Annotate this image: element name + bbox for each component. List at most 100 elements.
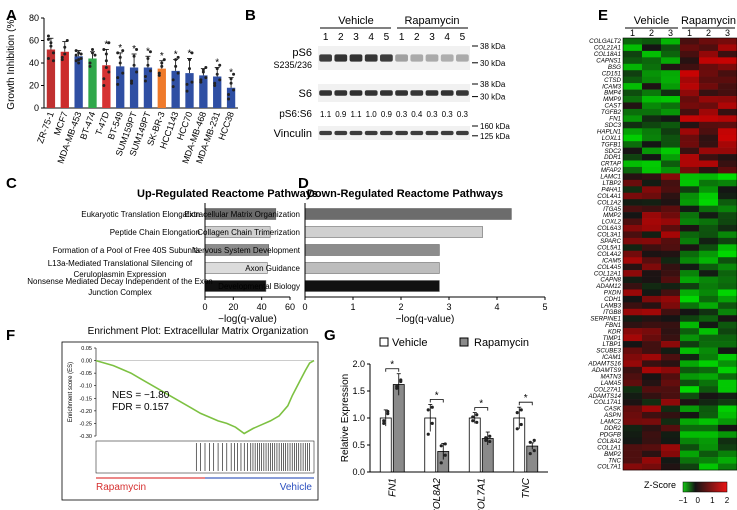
- e-heatmap-cell: [718, 444, 737, 451]
- g-data-point: [519, 422, 523, 427]
- e-heatmap-cell: [718, 379, 737, 387]
- e-heatmap-cell: [718, 121, 737, 129]
- d-category-label: Extracellular Matrix Organization: [184, 210, 300, 219]
- e-gene-label: COL17A1: [594, 399, 621, 406]
- e-gene-label: PXDN: [604, 290, 622, 297]
- e-heatmap-cell: [642, 96, 662, 103]
- b-marker-label: 38 kDa: [480, 42, 506, 51]
- a-bar: [226, 87, 236, 108]
- e-heatmap-cell: [661, 457, 681, 464]
- b-row-label: pS6: [292, 47, 312, 59]
- e-heatmap-cell: [718, 405, 737, 413]
- e-heatmap-cell: [642, 437, 662, 445]
- g-data-point: [430, 405, 434, 409]
- e-heatmap-cell: [718, 179, 737, 187]
- e-gene-label: COL12A1: [594, 270, 621, 277]
- e-heatmap-cell: [661, 192, 681, 200]
- e-heatmap-cell: [699, 289, 719, 297]
- e-heatmap-cell: [680, 134, 700, 142]
- e-heatmap-cell: [718, 341, 737, 348]
- g-legend-swatch-rapamycin: [459, 337, 469, 347]
- e-heatmap-cell: [680, 386, 700, 393]
- e-heatmap-cell: [718, 399, 737, 406]
- f-plot-frame: [61, 341, 319, 501]
- g-data-point: [515, 411, 519, 415]
- g-data-point: [439, 444, 443, 448]
- e-heatmap-cell: [718, 218, 737, 226]
- e-heatmap-cell: [623, 334, 643, 342]
- e-heatmap-cell: [680, 353, 700, 361]
- e-gene-label: CD151: [602, 70, 621, 77]
- e-heatmap-cell: [718, 328, 737, 335]
- d-bar: [304, 280, 440, 292]
- b-band: [349, 130, 363, 136]
- e-heatmap-cell: [623, 83, 643, 90]
- e-heatmap-cell: [661, 166, 681, 174]
- e-heatmap-cell: [661, 108, 681, 116]
- e-heatmap-cell: [642, 160, 662, 168]
- b-lane-number: 2: [414, 32, 420, 43]
- e-heatmap-cell: [623, 205, 643, 213]
- e-heatmap-cell: [661, 263, 681, 271]
- e-heatmap-cell: [718, 96, 737, 103]
- d-x-axis-label: −log(q-value): [396, 314, 455, 325]
- e-heatmap-cell: [623, 295, 643, 303]
- b-row-label: Vinculin: [274, 128, 312, 140]
- e-heatmap-cell: [623, 128, 643, 136]
- e-heatmap-cell: [718, 70, 737, 77]
- g-category-label: COL7A1: [476, 478, 487, 510]
- a-data-point: [143, 79, 147, 83]
- e-heatmap-cell: [699, 244, 719, 252]
- e-heatmap-cell: [661, 334, 681, 342]
- e-heatmap-cell: [699, 405, 719, 413]
- e-heatmap-cell: [661, 57, 681, 65]
- e-gene-label: LAMA5: [601, 380, 622, 387]
- e-heatmap-cell: [623, 44, 643, 52]
- a-data-point: [104, 52, 108, 56]
- b-band: [380, 90, 393, 96]
- e-heatmap-cell: [661, 154, 681, 161]
- a-y-tick-label: 0: [34, 103, 39, 113]
- e-heatmap-cell: [623, 379, 643, 387]
- e-heatmap-cell: [699, 424, 719, 432]
- e-gene-label: CAST: [604, 103, 622, 110]
- g-y-axis-label: Relative Expression: [340, 374, 351, 462]
- a-bar: [199, 75, 208, 108]
- c-title: Up-Regulated Reactome Pathways: [137, 188, 318, 200]
- e-heatmap-cell: [718, 57, 737, 65]
- e-heatmap-cell: [642, 102, 662, 110]
- e-heatmap-cell: [661, 121, 681, 129]
- b-band: [380, 54, 393, 62]
- e-heatmap-cell: [642, 179, 662, 187]
- e-heatmap-cell: [642, 424, 662, 432]
- c-x-tick-label: 20: [228, 302, 238, 312]
- e-heatmap-cell: [623, 257, 643, 264]
- e-gene-label: ICAM1: [602, 354, 621, 361]
- e-gene-label: LTBP2: [603, 180, 622, 187]
- panel-letter-f: F: [6, 327, 15, 344]
- e-gene-label: SCUBE3: [596, 348, 621, 355]
- e-heatmap-cell: [623, 411, 643, 419]
- d-bar: [304, 262, 440, 274]
- e-heatmap-cell: [699, 192, 719, 200]
- c-category-label: Peptide Chain Elongation: [110, 228, 200, 237]
- e-heatmap-cell: [680, 199, 700, 206]
- panel-f-enrichment-plot: Enrichment Plot: Extracellular Matrix Or…: [61, 326, 319, 501]
- e-heatmap-cell: [661, 328, 681, 335]
- a-bar: [171, 70, 180, 108]
- e-gene-label: ASPN: [603, 412, 621, 419]
- a-data-point: [107, 70, 111, 74]
- g-data-point: [471, 419, 475, 423]
- e-heatmap-cell: [699, 399, 719, 406]
- a-data-point: [116, 76, 120, 80]
- e-heatmap-cell: [661, 450, 681, 458]
- e-heatmap-cell: [642, 295, 662, 303]
- e-heatmap-cell: [642, 218, 662, 226]
- a-data-point: [232, 72, 236, 76]
- b-band: [410, 54, 424, 62]
- e-heatmap-cell: [718, 192, 737, 200]
- e-heatmap-cell: [623, 147, 643, 155]
- e-heatmap-cell: [680, 431, 700, 439]
- e-heatmap-cell: [661, 205, 681, 213]
- e-heatmap-cell: [623, 392, 643, 400]
